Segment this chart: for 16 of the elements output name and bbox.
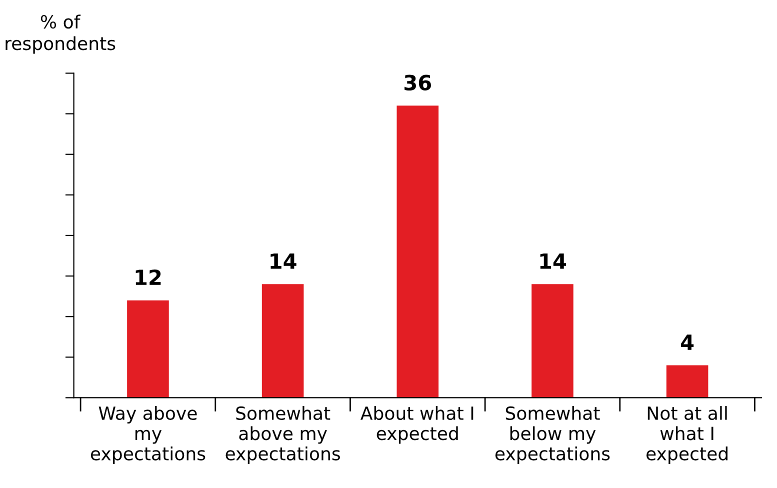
x-tick-label: Way above my expectations	[90, 406, 206, 464]
x-tick-label: Somewhat above my expectations	[226, 406, 340, 464]
bar	[262, 284, 304, 398]
bar	[396, 106, 439, 398]
y-axis-title: % of respondents	[6, 14, 116, 54]
x-tick-label: Not at all what I expected	[646, 406, 728, 464]
data-label: 4	[680, 334, 694, 350]
x-tick-label: About what I expected	[360, 406, 474, 444]
bar	[666, 365, 708, 398]
data-label: 12	[136, 269, 161, 285]
data-label: 14	[540, 254, 566, 269]
bar	[532, 284, 574, 398]
data-label: 36	[404, 74, 432, 91]
bar	[127, 300, 169, 398]
x-tick-label: Somewhat below my expectations	[495, 406, 610, 464]
data-label: 14	[270, 254, 296, 269]
